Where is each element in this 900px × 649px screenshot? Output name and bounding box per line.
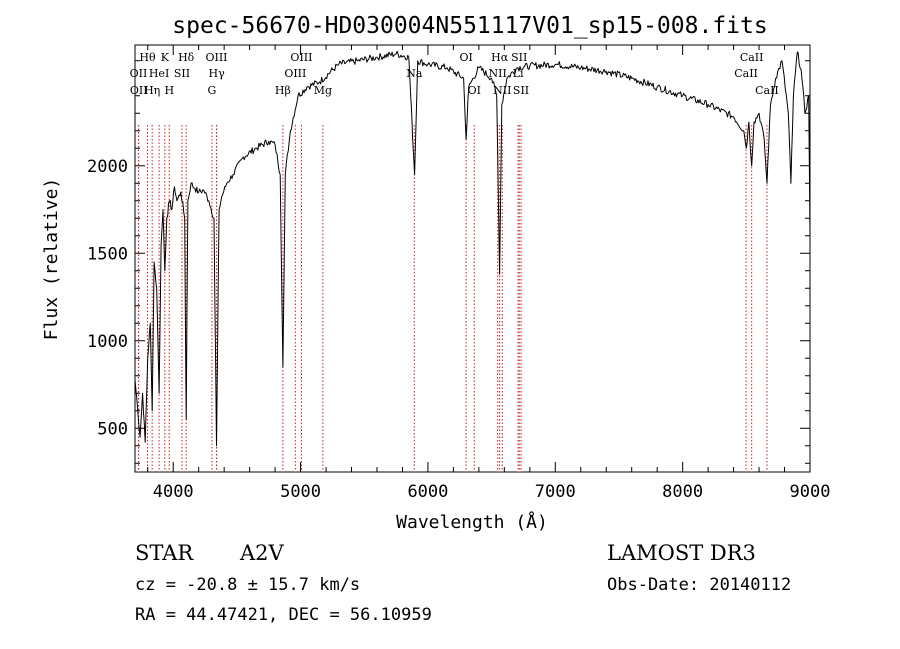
marker-label-17: OI — [459, 51, 472, 64]
y-axis-label: Flux (relative) — [41, 178, 62, 341]
obs-date: Obs-Date: 20140112 — [607, 575, 791, 595]
marker-label-9: OIII — [205, 51, 227, 64]
x-axis-label: Wavelength (Å) — [396, 511, 548, 533]
chart-title: spec-56670-HD030004N551117V01_sp15-008.f… — [172, 13, 767, 39]
object-class: STAR — [135, 541, 194, 565]
spectrum-series — [134, 50, 811, 447]
y-tick-label-2: 1500 — [87, 244, 128, 264]
marker-label-12: OIII — [290, 51, 312, 64]
marker-label-15: Mg — [314, 84, 332, 97]
marker-label-11: G — [208, 84, 217, 97]
marker-label-26: CaII — [734, 67, 758, 80]
plot-frame — [134, 44, 811, 473]
coordinates: RA = 44.47421, DEC = 56.10959 — [135, 605, 432, 625]
info-panel: STAR A2V LAMOST DR3 cz = -20.8 ± 15.7 km… — [135, 541, 791, 625]
marker-label-19: Hα — [491, 51, 509, 64]
survey-name: LAMOST DR3 — [607, 541, 756, 565]
marker-label-7: SII — [174, 67, 190, 80]
x-tick-label-4: 8000 — [662, 482, 703, 502]
marker-label-20: SII — [511, 51, 527, 64]
marker-label-24: SII — [513, 84, 529, 97]
x-tick-label-3: 7000 — [535, 482, 576, 502]
spectrum-line-0 — [134, 50, 811, 447]
marker-label-27: CaII — [755, 84, 779, 97]
object-subclass: A2V — [239, 541, 285, 565]
y-tick-label-1: 1000 — [87, 332, 128, 352]
marker-label-18: OI — [468, 84, 481, 97]
marker-label-13: OIII — [284, 67, 306, 80]
marker-label-2: Hη — [144, 84, 160, 97]
x-tick-label-2: 6000 — [407, 482, 448, 502]
redshift-cz: cz = -20.8 ± 15.7 km/s — [135, 575, 360, 595]
marker-label-3: OII — [130, 84, 148, 97]
marker-label-1: OII — [130, 67, 148, 80]
marker-label-21: NII — [489, 67, 507, 80]
plot-area — [134, 44, 811, 473]
y-tick-label-3: 2000 — [87, 157, 128, 177]
x-tick-label-5: 9000 — [790, 482, 831, 502]
marker-label-22: Li — [513, 67, 524, 80]
marker-label-0: Hθ — [139, 51, 156, 64]
y-tick-label-0: 500 — [97, 419, 128, 439]
marker-label-16: Na — [406, 67, 423, 80]
marker-label-4: HeI — [149, 67, 169, 80]
y-axis: 500 1000 1500 2000 — [87, 60, 810, 464]
marker-label-6: H — [164, 84, 174, 97]
x-tick-label-1: 5000 — [280, 482, 321, 502]
marker-label-5: K — [161, 51, 170, 64]
x-axis: 4000 5000 6000 7000 8000 9000 — [147, 45, 831, 502]
marker-label-23: NII — [493, 84, 511, 97]
x-tick-label-0: 4000 — [153, 482, 194, 502]
marker-label-25: CaII — [740, 51, 764, 64]
marker-label-10: Hγ — [209, 67, 226, 80]
marker-label-8: Hδ — [178, 51, 195, 64]
marker-label-14: Hβ — [275, 84, 291, 97]
